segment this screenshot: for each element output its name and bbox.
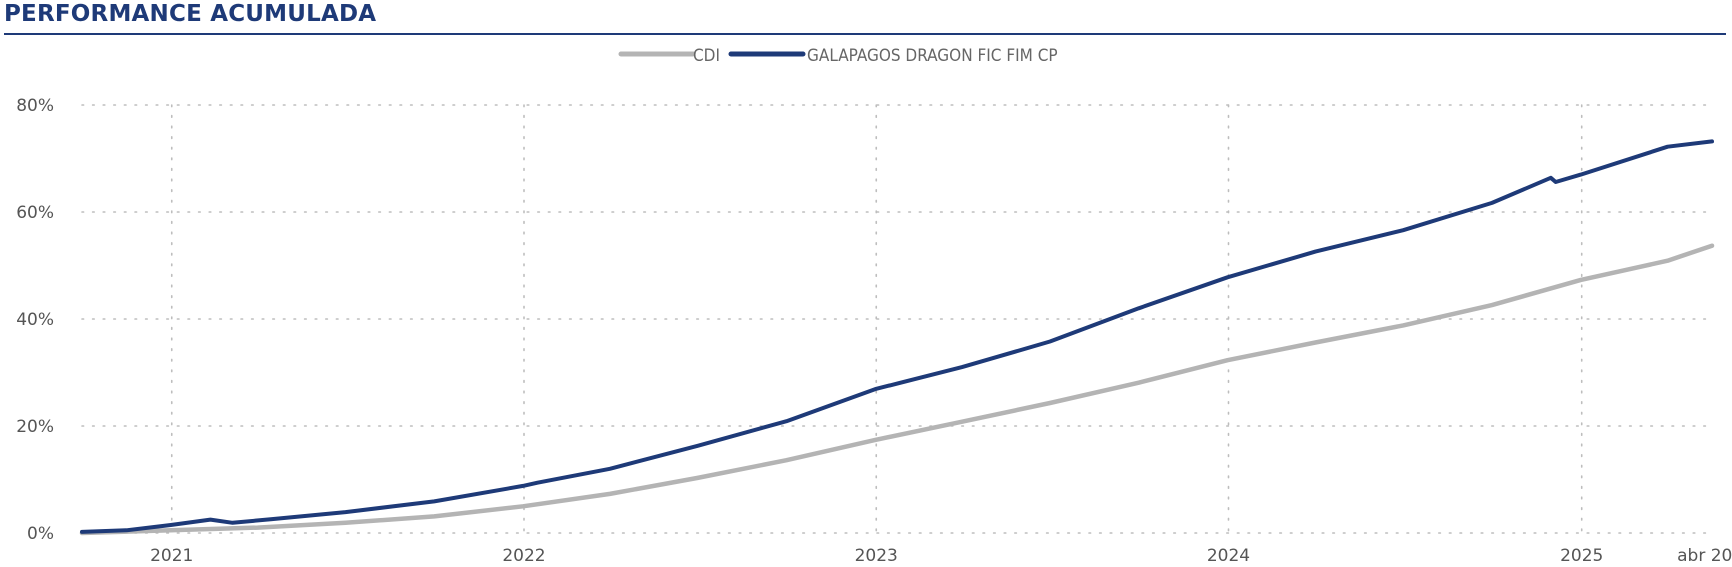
y-tick-label: 60% xyxy=(16,203,54,223)
x-tick-label: 2025 xyxy=(1560,546,1603,566)
legend-label-fund: GALAPAGOS DRAGON FIC FIM CP xyxy=(807,46,1058,66)
series-lines xyxy=(79,139,1715,536)
y-tick-label: 40% xyxy=(16,310,54,330)
x-tick-label: 2023 xyxy=(855,546,898,566)
chart-title: PERFORMANCE ACUMULADA xyxy=(4,1,377,27)
title-underline xyxy=(4,33,1726,35)
chart-header: PERFORMANCE ACUMULADA xyxy=(0,0,1726,36)
y-tick-label: 80% xyxy=(16,96,54,116)
x-tick-label: 2022 xyxy=(502,546,545,566)
legend: CDI GALAPAGOS DRAGON FIC FIM CP xyxy=(618,46,1058,66)
gridlines xyxy=(81,104,1713,534)
y-tick-label: 20% xyxy=(16,417,54,437)
x-tick-label: 2024 xyxy=(1207,546,1250,566)
y-tick-label: 0% xyxy=(27,524,54,544)
series-line-cdi xyxy=(79,243,1715,536)
x-tick-label: abr 2025 xyxy=(1677,546,1732,566)
x-tick-label: 2021 xyxy=(150,546,193,566)
legend-label-cdi: CDI xyxy=(693,46,720,66)
y-axis-tick-labels: 0% 20% 40% 60% 80% xyxy=(16,96,54,544)
series-line-fund xyxy=(80,139,1714,534)
x-axis-tick-labels: 2021 2022 2023 2024 2025 abr 2025 xyxy=(150,546,1732,566)
